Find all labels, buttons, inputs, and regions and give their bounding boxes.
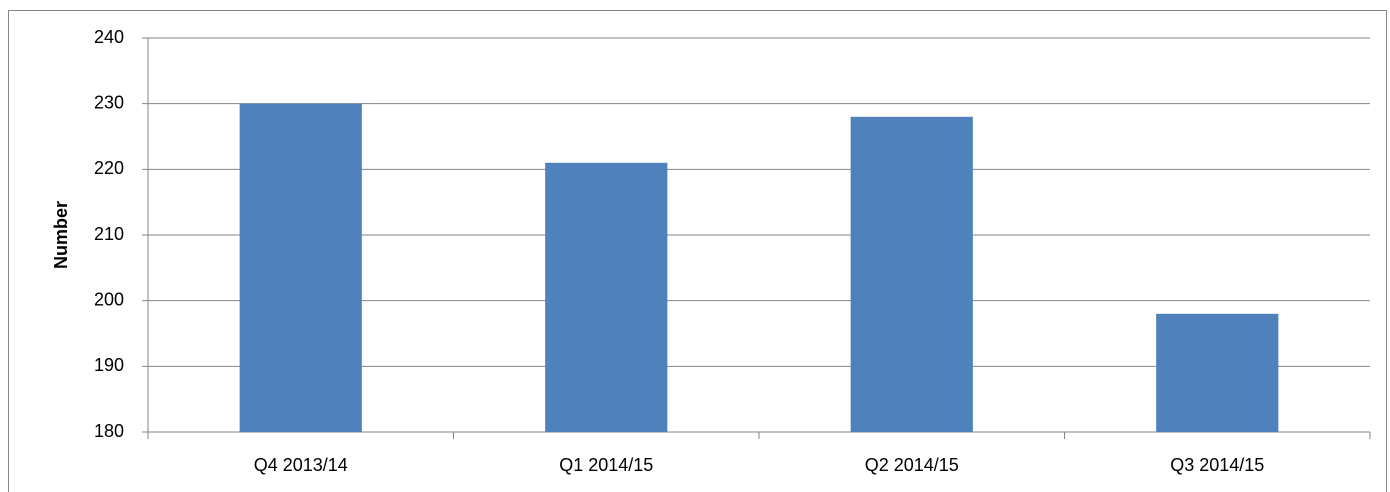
chart-frame bbox=[8, 10, 1387, 492]
y-tick-label: 230 bbox=[94, 92, 124, 112]
x-tick-label: Q4 2013/14 bbox=[254, 455, 348, 475]
y-tick-label: 240 bbox=[94, 27, 124, 47]
bar bbox=[1156, 313, 1279, 432]
y-tick-label: 210 bbox=[94, 224, 124, 244]
y-tick-label: 200 bbox=[94, 289, 124, 309]
y-axis-label: Number bbox=[51, 201, 71, 269]
x-tick-label: Q1 2014/15 bbox=[559, 455, 653, 475]
y-tick-label: 180 bbox=[94, 421, 124, 441]
y-tick-label: 220 bbox=[94, 158, 124, 178]
x-tick-label: Q3 2014/15 bbox=[1170, 455, 1264, 475]
x-tick-label: Q2 2014/15 bbox=[865, 455, 959, 475]
bar bbox=[850, 116, 973, 433]
y-tick-label: 190 bbox=[94, 355, 124, 375]
bar bbox=[239, 103, 362, 433]
bar bbox=[545, 162, 668, 432]
